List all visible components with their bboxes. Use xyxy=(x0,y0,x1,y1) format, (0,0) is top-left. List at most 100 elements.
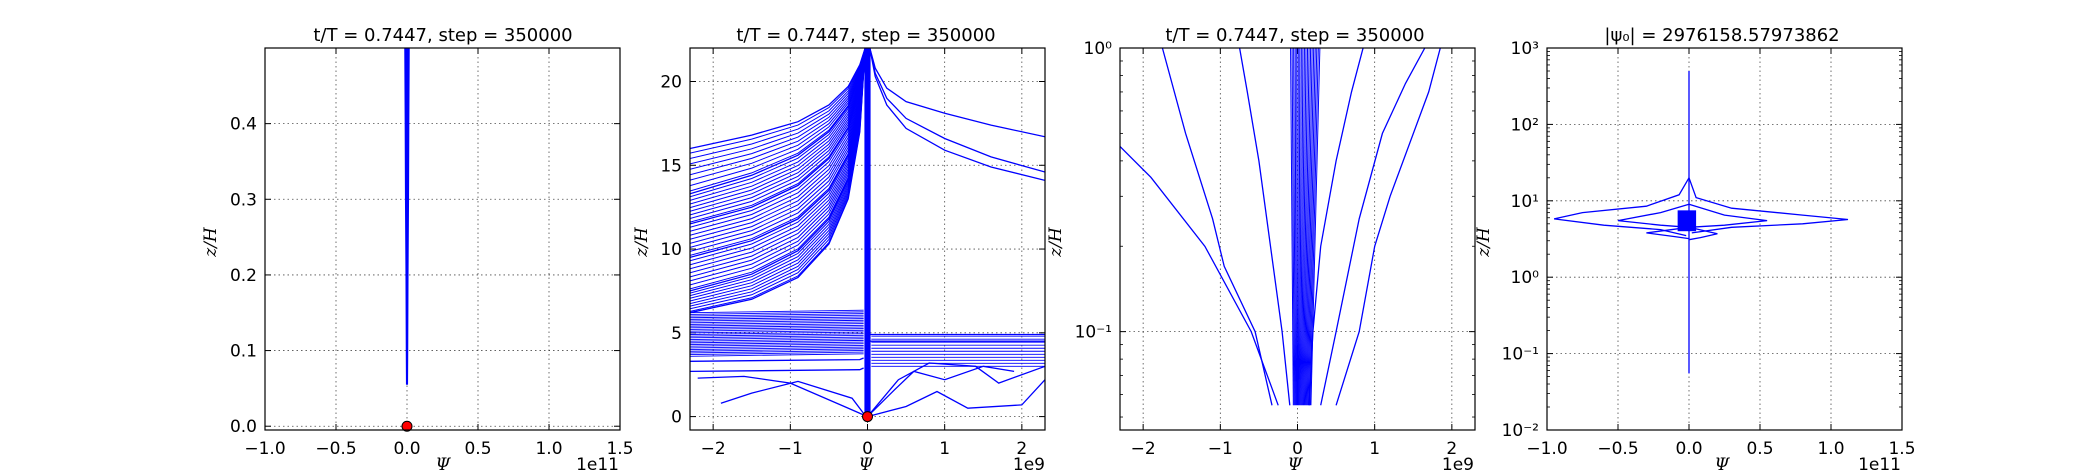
panel-2-title: t/T = 0.7447, step = 350000 xyxy=(736,25,995,46)
panel-4-grid xyxy=(1546,47,1903,431)
panel-3-ylabel: z/H xyxy=(1046,226,1066,258)
panel-3-xlabel: Ψ xyxy=(1288,455,1304,475)
panel-2-ylabel: z/H xyxy=(632,226,652,258)
series-line xyxy=(1309,48,1319,406)
series-line xyxy=(1305,48,1313,406)
y-tick-label: 10² xyxy=(1511,115,1539,135)
series-line xyxy=(1300,48,1304,406)
series-line xyxy=(690,357,864,362)
panel-3-x-offset: 1e9 xyxy=(1442,455,1474,475)
series-line xyxy=(690,318,864,322)
series-line xyxy=(690,339,864,344)
series-line xyxy=(1294,48,1297,406)
panel-4-title: |ψ₀| = 2976158.57973862 xyxy=(1604,25,1839,46)
series-line xyxy=(1688,177,1849,234)
series-line xyxy=(1304,48,1312,406)
x-tick-label: 0.5 xyxy=(464,439,491,459)
x-tick-label: 1.0 xyxy=(535,439,562,459)
x-tick-label: 0.5 xyxy=(1746,439,1773,459)
panel-1-xlabel: Ψ xyxy=(436,455,452,475)
y-tick-label: 0.3 xyxy=(230,190,257,210)
panel-2-frame xyxy=(689,47,1046,431)
x-tick-label: 2 xyxy=(1446,439,1457,459)
panel-1-x-offset: 1e11 xyxy=(576,455,619,475)
dense-line-bundle xyxy=(1677,210,1697,232)
series-line xyxy=(690,348,864,352)
y-tick-label: 5 xyxy=(671,324,682,344)
y-tick-label: 10³ xyxy=(1511,39,1539,59)
series-line xyxy=(1298,48,1301,406)
panel-3-title: t/T = 0.7447, step = 350000 xyxy=(1165,25,1424,46)
panel-1-grid xyxy=(264,48,621,430)
series-line xyxy=(690,333,864,337)
series-line xyxy=(1646,226,1690,240)
x-tick-label: 2 xyxy=(1016,439,1027,459)
series-line xyxy=(690,367,864,373)
origin-marker xyxy=(862,411,873,423)
y-tick-label: 10⁻¹ xyxy=(1502,345,1539,365)
series-line xyxy=(1293,48,1296,406)
series-line xyxy=(690,328,864,332)
series-line xyxy=(1299,48,1302,406)
y-tick-label: 15 xyxy=(660,156,682,176)
x-tick-label: 0 xyxy=(1292,439,1303,459)
series-line xyxy=(690,344,864,349)
panel-4-ylabel: z/H xyxy=(1474,226,1494,258)
series-line xyxy=(1310,48,1321,406)
series-line xyxy=(1688,203,1768,228)
series-line xyxy=(690,309,864,314)
y-tick-label: 0.4 xyxy=(230,115,257,135)
series-line xyxy=(690,311,864,315)
series-line xyxy=(867,362,1045,418)
series-line xyxy=(697,375,868,418)
x-tick-label: 1.0 xyxy=(1817,439,1844,459)
series-line xyxy=(690,353,864,357)
x-tick-label: 0 xyxy=(862,439,873,459)
series-line xyxy=(1335,48,1441,406)
series-line xyxy=(690,331,864,335)
dense-line-bundle xyxy=(404,48,410,385)
series-line xyxy=(690,316,864,320)
x-tick-label: 1.5 xyxy=(1888,439,1915,459)
y-tick-label: 10⁻² xyxy=(1502,421,1539,441)
series-line xyxy=(1553,177,1690,237)
series-line xyxy=(690,48,866,312)
y-tick-label: 10⁰ xyxy=(1511,268,1540,288)
x-tick-label: 0.0 xyxy=(1675,439,1702,459)
series-line xyxy=(1617,203,1690,228)
series-line xyxy=(690,343,864,347)
y-tick-label: 0.0 xyxy=(230,417,257,437)
panel-3-lines xyxy=(1120,48,1441,406)
x-tick-label: −1.0 xyxy=(1526,439,1567,459)
x-tick-label: −2 xyxy=(1131,439,1156,459)
series-line xyxy=(690,334,864,339)
series-line xyxy=(690,319,864,324)
dense-line-bundle xyxy=(864,48,871,417)
series-line xyxy=(869,48,1045,182)
series-line xyxy=(690,314,864,319)
panel-2: t/T = 0.7447, step = 350000 Ψ z/H 1e9 −2… xyxy=(632,25,1046,475)
y-tick-label: 20 xyxy=(660,73,682,93)
series-line xyxy=(869,48,1045,173)
series-line xyxy=(720,380,867,417)
series-line xyxy=(690,321,864,325)
panel-4-x-offset: 1e11 xyxy=(1858,455,1901,475)
panel-2-lines xyxy=(690,48,1045,418)
series-line xyxy=(1303,48,1310,406)
series-line xyxy=(1306,48,1315,406)
origin-marker xyxy=(401,420,413,432)
x-tick-label: −0.5 xyxy=(1597,439,1638,459)
series-line xyxy=(690,341,864,346)
panel-1-title: t/T = 0.7447, step = 350000 xyxy=(313,25,572,46)
panel-1-lines xyxy=(404,48,410,385)
panel-1-ylabel: z/H xyxy=(201,226,221,258)
x-tick-label: 1.5 xyxy=(606,439,633,459)
panel-4: |ψ₀| = 2976158.57973862 Ψ z/H 1e11 −1.0 −… xyxy=(1474,25,1916,475)
x-tick-label: −2 xyxy=(701,439,726,459)
x-tick-label: −0.5 xyxy=(315,439,356,459)
panel-4-xlabel: Ψ xyxy=(1715,455,1731,475)
panel-4-frame xyxy=(1546,47,1903,431)
series-line xyxy=(869,48,1045,138)
series-line xyxy=(867,365,1015,418)
series-line xyxy=(690,329,864,334)
